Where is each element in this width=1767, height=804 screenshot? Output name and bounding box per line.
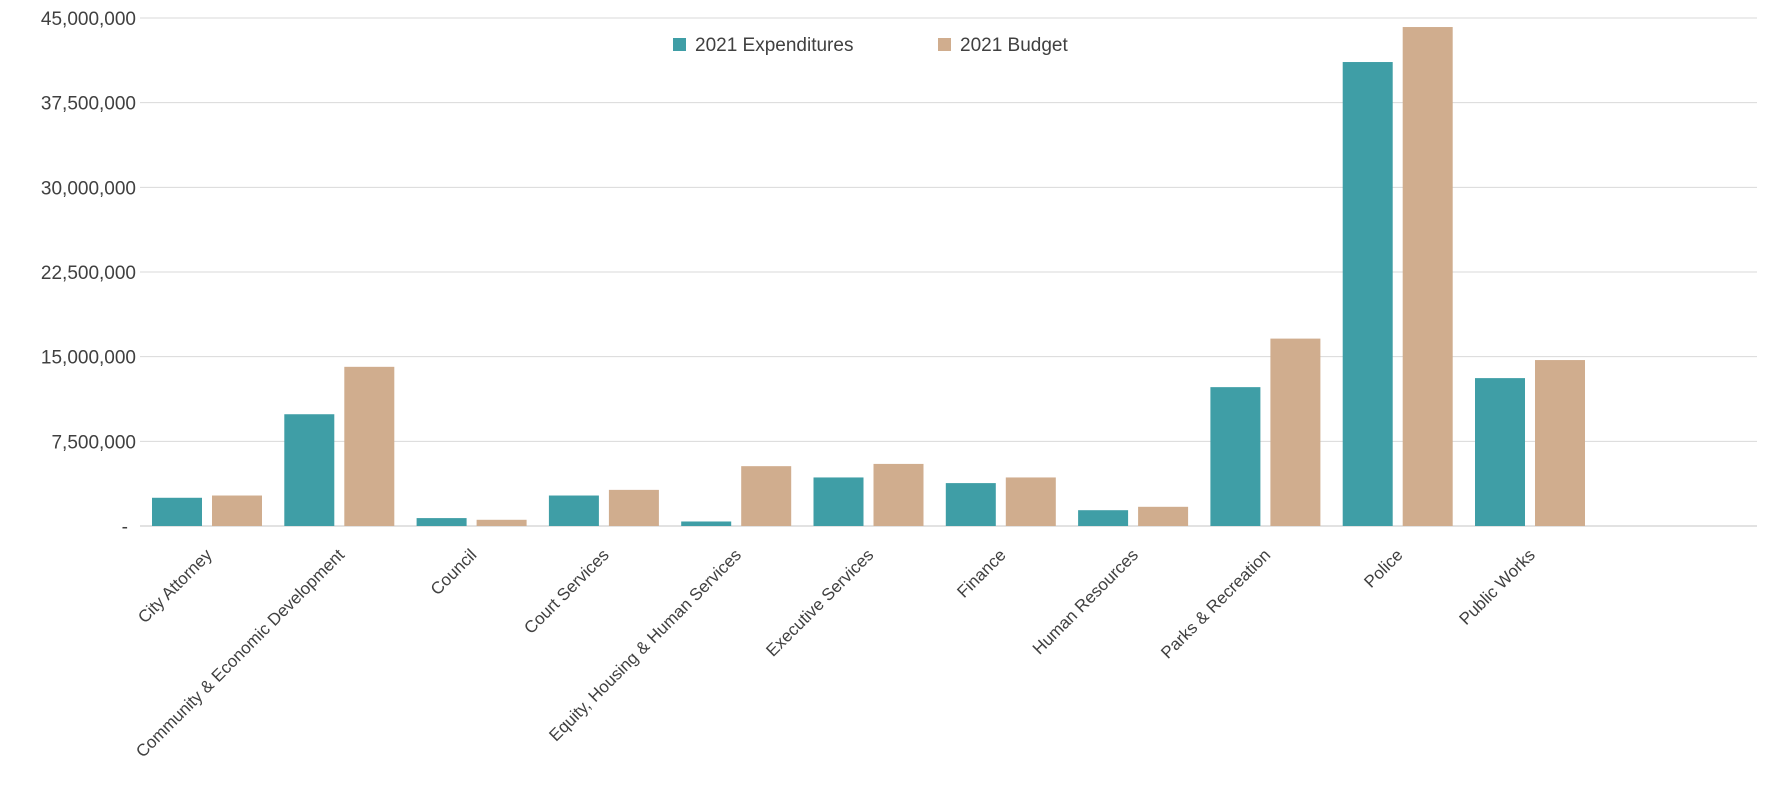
bar-budget: [1138, 506, 1189, 526]
legend-swatch: [938, 38, 951, 51]
y-tick-label: 37,500,000: [41, 94, 136, 115]
y-axis-tick-labels: - 7,500,000 15,000,000 22,500,000 30,000,000…: [41, 9, 136, 538]
x-tick-label: Court Services: [520, 545, 612, 637]
legend-item: 2021 Budget: [938, 35, 1068, 56]
bar-budget: [1270, 338, 1321, 526]
bar-budget: [873, 463, 924, 526]
bar-expenditures: [284, 414, 335, 526]
bar-budget: [476, 519, 527, 526]
y-tick-label: 22,500,000: [41, 263, 136, 284]
bar-budget: [1005, 477, 1056, 526]
x-tick-label: Parks & Recreation: [1157, 545, 1274, 662]
y-tick-label: 45,000,000: [41, 9, 136, 30]
bar-expenditures: [1210, 387, 1261, 526]
y-tick-label: 15,000,000: [41, 348, 136, 369]
y-tick-label: -: [122, 517, 128, 538]
bar-expenditures: [945, 483, 996, 526]
legend-swatch: [673, 38, 686, 51]
bars: [152, 27, 1585, 527]
bar-expenditures: [548, 495, 599, 526]
bar-budget: [741, 466, 792, 526]
x-tick-label: Finance: [953, 545, 1009, 601]
x-tick-label: Police: [1360, 545, 1406, 591]
legend-item: 2021 Expenditures: [673, 35, 853, 56]
x-tick-label: Human Resources: [1029, 545, 1142, 658]
x-tick-label: Council: [427, 545, 481, 599]
bar-expenditures: [813, 477, 864, 526]
bar-expenditures: [1475, 378, 1525, 526]
x-tick-label: Public Works: [1455, 545, 1538, 628]
bar-budget: [608, 489, 659, 526]
x-tick-label: Community & Economic Development: [132, 545, 348, 761]
bar-budget: [344, 366, 395, 526]
legend: 2021 Expenditures 2021 Budget: [673, 35, 1068, 56]
bar-budget: [1402, 27, 1453, 527]
bar-expenditures: [416, 518, 467, 526]
bar-budget: [1535, 360, 1585, 526]
y-tick-label: 30,000,000: [41, 178, 136, 199]
legend-label: 2021 Expenditures: [695, 35, 853, 56]
bar-expenditures: [1342, 62, 1393, 526]
bar-expenditures: [152, 497, 202, 526]
legend-label: 2021 Budget: [960, 35, 1068, 56]
x-tick-label: City Attorney: [134, 545, 216, 627]
bar-expenditures: [1078, 510, 1129, 526]
x-tick-label: Executive Services: [762, 545, 877, 660]
bar-budget: [212, 495, 262, 526]
bar-expenditures: [681, 521, 732, 526]
y-tick-label: 7,500,000: [51, 432, 136, 453]
